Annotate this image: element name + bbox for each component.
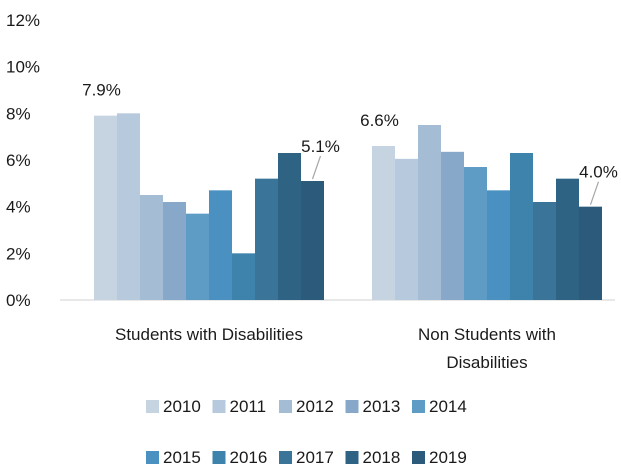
legend-item-2014: 2014	[412, 397, 467, 416]
bar-2013-non-swd	[441, 151, 464, 300]
legend-item-2015: 2015	[146, 448, 201, 467]
bar-2019-non-swd	[579, 206, 602, 300]
legend-label: 2012	[296, 397, 334, 416]
bar-2019-swd	[301, 181, 324, 300]
legend-label: 2018	[363, 448, 401, 467]
legend-swatch	[345, 400, 359, 413]
data-label-leader	[589, 181, 600, 205]
bar-2018-non-swd	[556, 178, 579, 300]
category-label: Non Students with	[418, 325, 556, 344]
legend-swatch	[412, 400, 425, 413]
bar-2011-swd	[117, 113, 140, 300]
y-tick-label: 0%	[6, 291, 31, 310]
legend-swatch	[212, 400, 226, 413]
legend-label: 2015	[163, 448, 201, 467]
bar-2012-swd	[140, 195, 163, 300]
legend-swatch	[146, 451, 159, 464]
bar-2011-non-swd	[395, 158, 418, 300]
bar-2016-swd	[232, 253, 255, 300]
legend: 2010 2011 2012 2013 2014 2015 2016 2017 2018 2019	[146, 397, 467, 467]
data-labels: 7.9% 5.1% 6.6% 4.0%	[82, 81, 618, 205]
y-tick-label: 2%	[6, 244, 31, 263]
y-tick-label: 8%	[6, 104, 31, 123]
legend-swatch	[146, 400, 159, 413]
legend-label: 2010	[163, 397, 201, 416]
category-label: Students with Disabilities	[115, 325, 303, 344]
bar-2018-swd	[278, 153, 301, 300]
bar-2013-swd	[163, 202, 186, 300]
y-tick-label: 6%	[6, 151, 31, 170]
y-tick-label: 10%	[6, 58, 40, 77]
legend-swatch	[412, 451, 425, 464]
y-tick-label: 4%	[6, 198, 31, 217]
y-tick-label: 12%	[6, 11, 40, 30]
data-label-leader	[311, 155, 322, 180]
bar-2017-non-swd	[533, 202, 556, 300]
data-label: 5.1%	[301, 137, 340, 156]
legend-item-2017: 2017	[279, 448, 334, 467]
category-labels: Students with Disabilities Non Students w…	[115, 325, 556, 372]
bar-2017-swd	[255, 178, 278, 300]
legend-item-2012: 2012	[279, 397, 334, 416]
data-label: 4.0%	[579, 163, 618, 182]
legend-swatch	[212, 451, 226, 464]
bar-2010-swd	[94, 115, 117, 301]
legend-label: 2016	[230, 448, 268, 467]
bar-2014-non-swd	[464, 167, 487, 300]
bar-2014-swd	[186, 213, 209, 300]
legend-swatch	[279, 451, 292, 464]
bar-2015-non-swd	[487, 190, 510, 300]
legend-item-2019: 2019	[412, 448, 467, 467]
legend-item-2011: 2011	[212, 397, 267, 416]
category-label: Disabilities	[446, 353, 527, 372]
bar-2010-non-swd	[372, 146, 395, 300]
legend-item-2018: 2018	[345, 448, 401, 467]
legend-item-2013: 2013	[345, 397, 401, 416]
legend-item-2010: 2010	[146, 397, 201, 416]
y-axis: 0% 2% 4% 6% 8% 10% 12%	[6, 11, 40, 310]
legend-swatch	[345, 451, 359, 464]
legend-label: 2017	[296, 448, 334, 467]
legend-swatch	[279, 400, 292, 413]
legend-label: 2019	[429, 448, 467, 467]
data-label: 6.6%	[360, 111, 399, 130]
bar-2016-non-swd	[510, 153, 533, 300]
data-label: 7.9%	[82, 81, 121, 100]
bar-2012-non-swd	[418, 125, 441, 300]
legend-label: 2013	[363, 397, 401, 416]
legend-label: 2011	[230, 397, 267, 416]
legend-item-2016: 2016	[212, 448, 268, 467]
bar-2015-swd	[209, 190, 232, 300]
bars	[94, 113, 602, 301]
legend-label: 2014	[429, 397, 467, 416]
